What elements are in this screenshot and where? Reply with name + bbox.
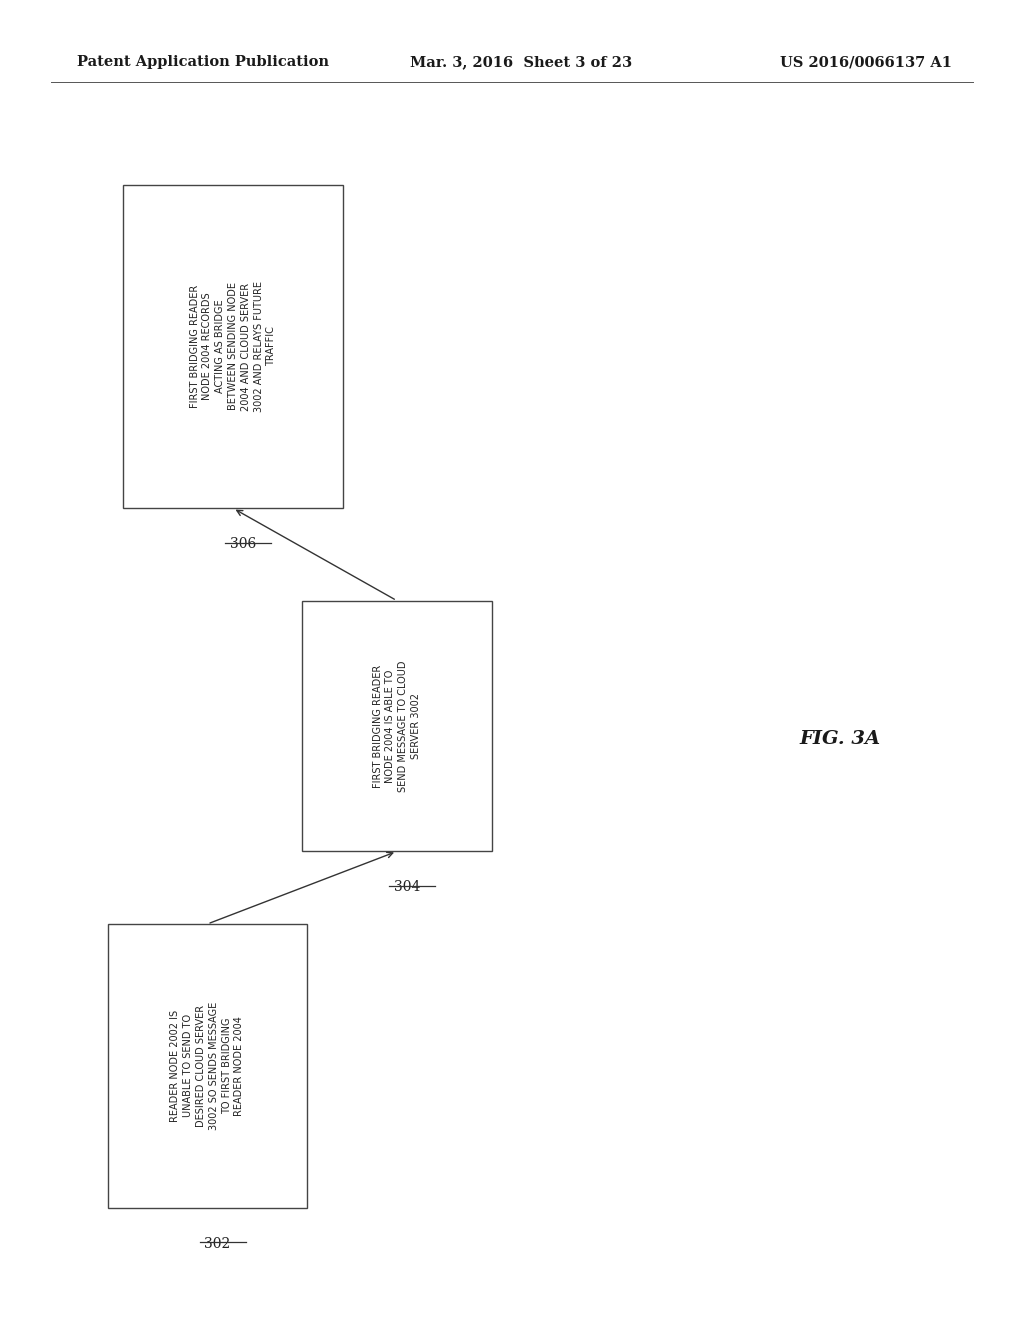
Bar bbox=[108, 924, 307, 1208]
Text: FIRST BRIDGING READER
NODE 2004 RECORDS
ACTING AS BRIDGE
BETWEEN SENDING NODE
20: FIRST BRIDGING READER NODE 2004 RECORDS … bbox=[189, 281, 276, 412]
Bar bbox=[123, 185, 343, 508]
Text: Mar. 3, 2016  Sheet 3 of 23: Mar. 3, 2016 Sheet 3 of 23 bbox=[410, 55, 632, 70]
Bar bbox=[302, 601, 492, 851]
Text: Patent Application Publication: Patent Application Publication bbox=[77, 55, 329, 70]
Text: FIRST BRIDGING READER
NODE 2004 IS ABLE TO
SEND MESSAGE TO CLOUD
SERVER 3002: FIRST BRIDGING READER NODE 2004 IS ABLE … bbox=[373, 660, 421, 792]
Text: US 2016/0066137 A1: US 2016/0066137 A1 bbox=[780, 55, 952, 70]
Text: 306: 306 bbox=[230, 537, 256, 552]
Text: FIG. 3A: FIG. 3A bbox=[799, 730, 881, 748]
Text: 304: 304 bbox=[394, 880, 420, 895]
Text: READER NODE 2002 IS
UNABLE TO SEND TO
DESIRED CLOUD SERVER
3002 SO SENDS MESSAGE: READER NODE 2002 IS UNABLE TO SEND TO DE… bbox=[170, 1002, 245, 1130]
Text: 302: 302 bbox=[205, 1237, 230, 1251]
